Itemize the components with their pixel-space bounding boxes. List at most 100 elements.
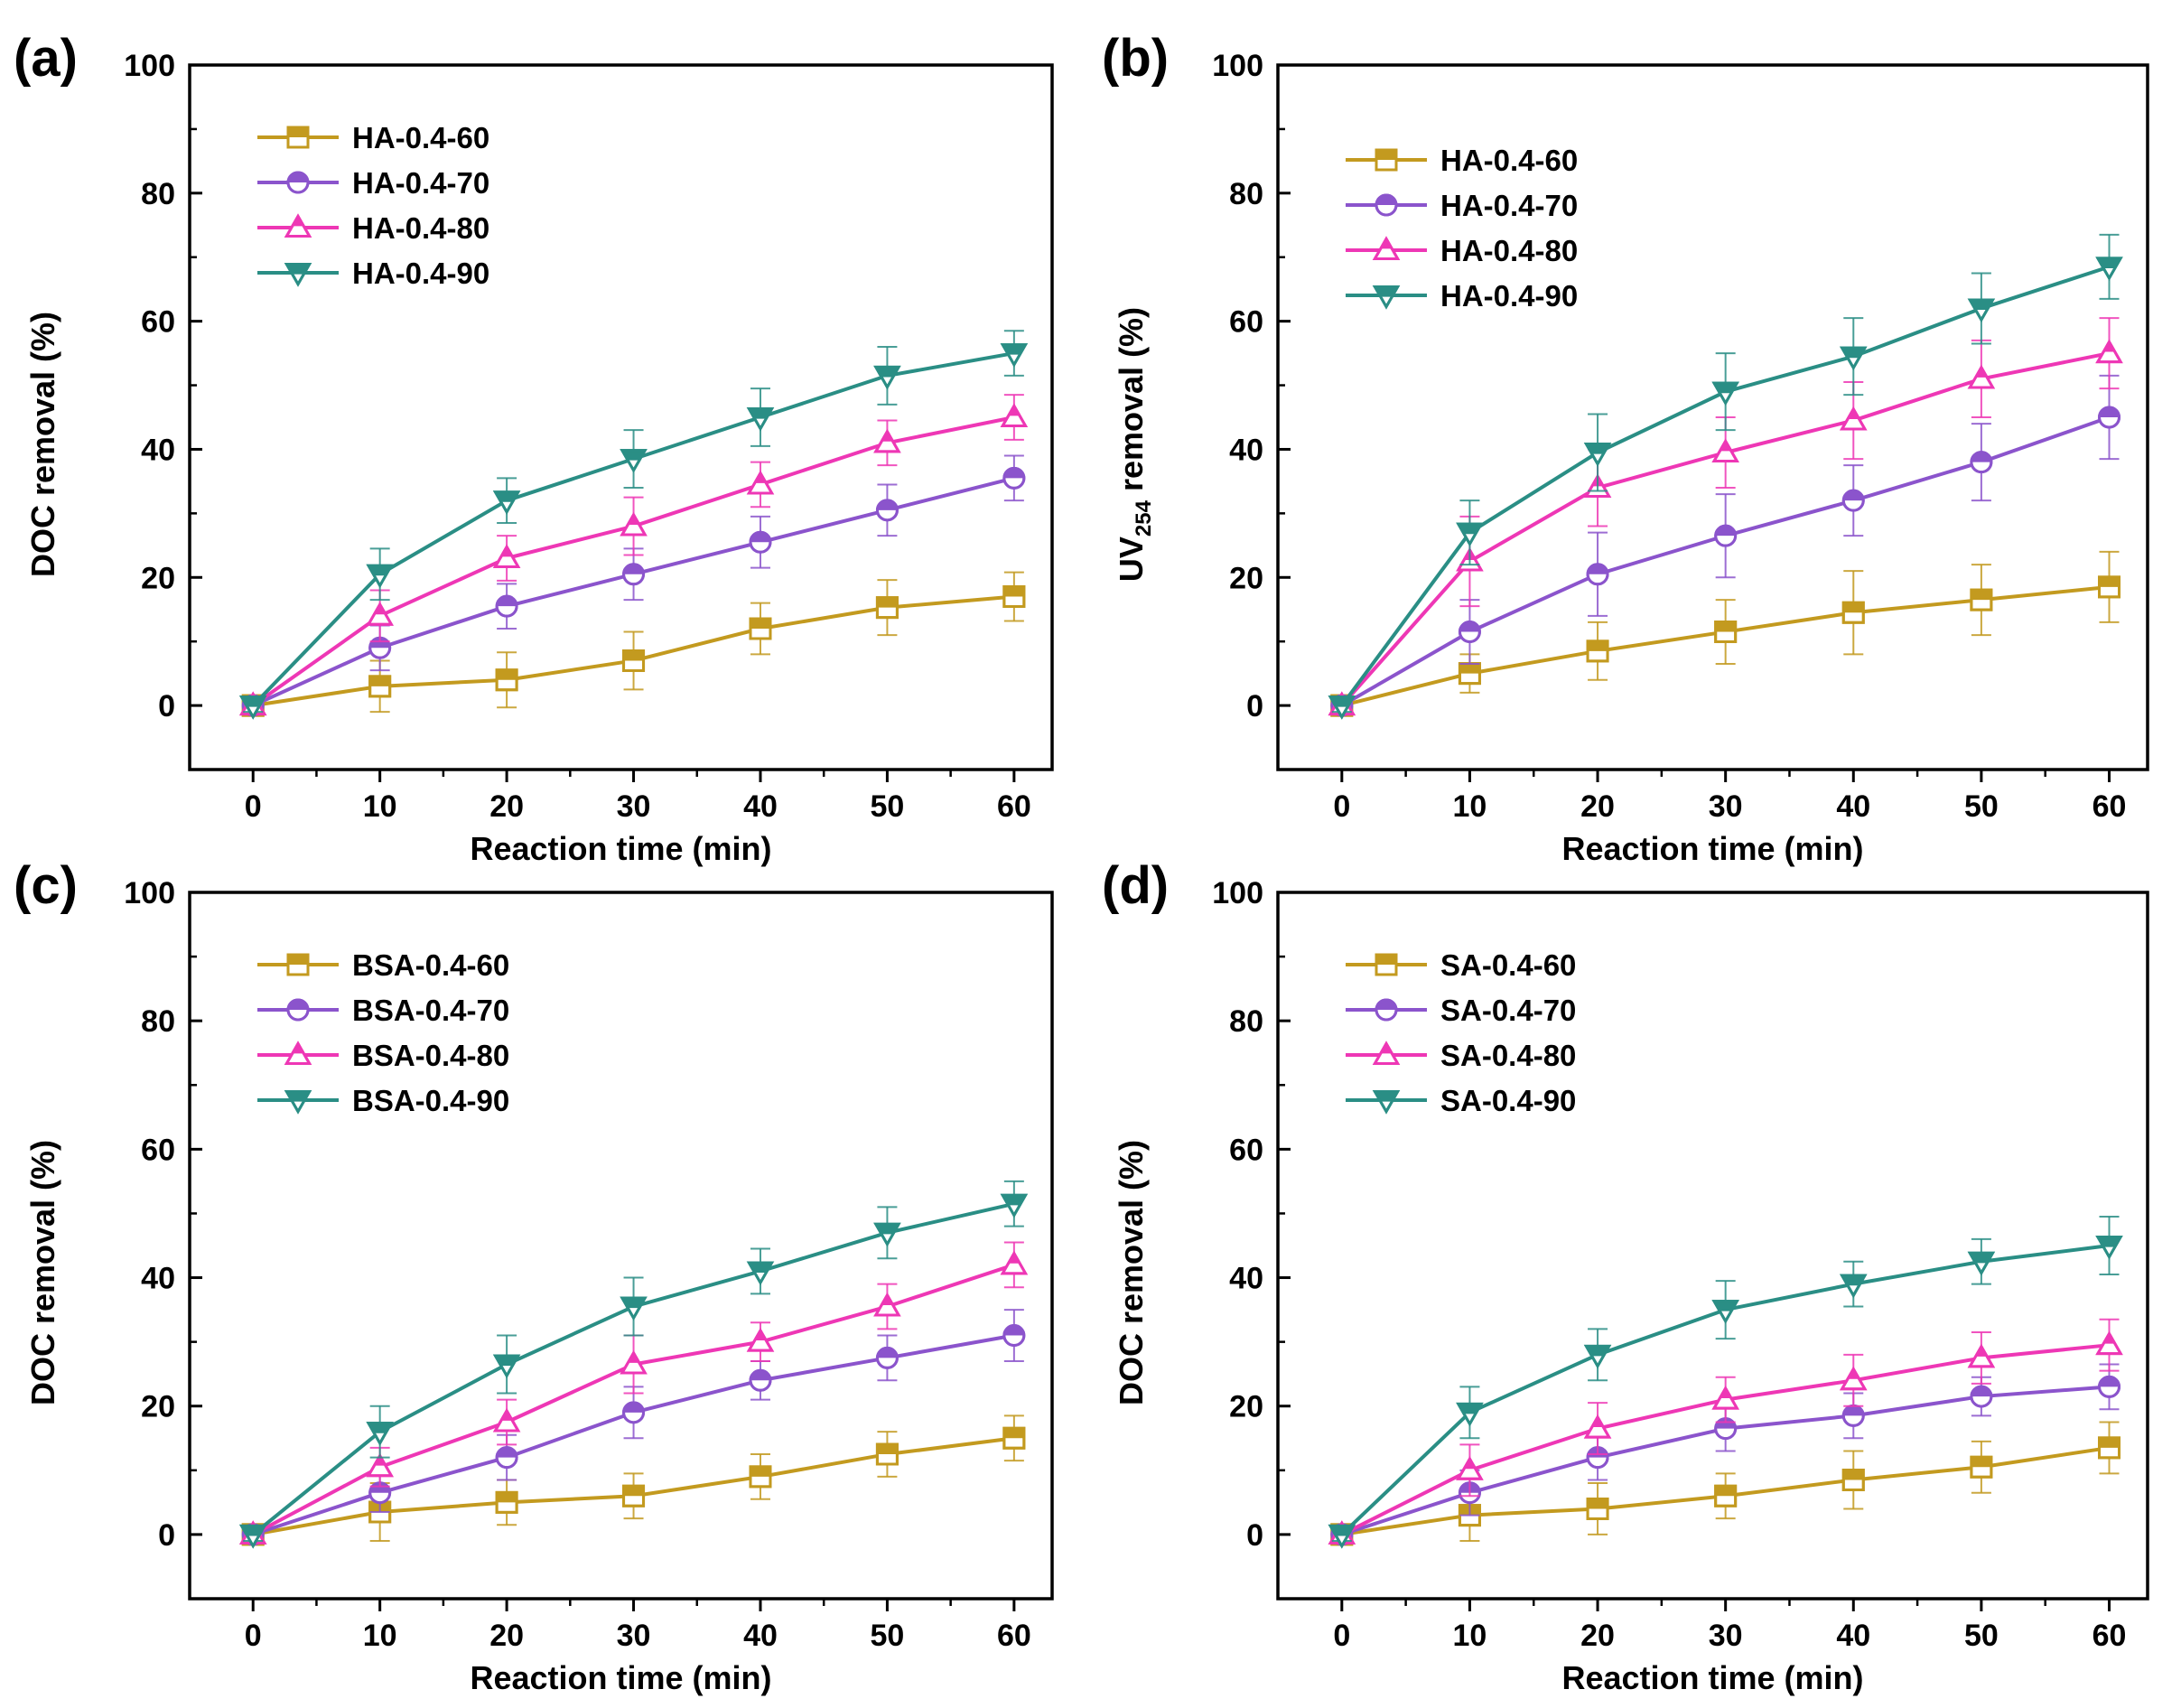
panel-d: (d) 0 20 40 60 80 100 0 10 20 30 40 50 60 Reaction tim…: [1102, 856, 2149, 1696]
panel-c-series-4: [238, 1180, 1029, 1549]
data-point-fill: [750, 619, 770, 629]
data-point-edge: [368, 675, 392, 698]
panel-c-ytick-label: 0: [158, 1518, 175, 1553]
data-point-edge: [1970, 588, 1993, 611]
data-point-edge: [492, 1354, 521, 1379]
panel-d-xtick-label: 30: [1709, 1619, 1743, 1653]
data-point: [1000, 403, 1029, 427]
panel-a-plot-frame: [188, 63, 1054, 771]
panel-b-xtick-label: 0: [1333, 789, 1350, 824]
data-point-edge: [2098, 575, 2121, 599]
data-point: [2098, 1436, 2121, 1460]
data-point-edge: [1000, 403, 1029, 427]
panel-c-xtick-label: 0: [245, 1619, 262, 1653]
data-point-edge: [1970, 1385, 1993, 1408]
data-point-edge: [1456, 1402, 1484, 1427]
data-point: [873, 1292, 901, 1317]
data-point: [368, 1481, 392, 1505]
legend-entry-label: SA-0.4-90: [1440, 1084, 1576, 1117]
data-point-edge: [622, 1484, 646, 1507]
data-point: [1841, 489, 1865, 512]
panel-a-series-1: [241, 571, 1026, 717]
data-point: [749, 1465, 772, 1489]
data-point: [1002, 585, 1026, 609]
data-point-edge: [2098, 1436, 2121, 1460]
legend-marker-edge: [1372, 236, 1401, 260]
legend-entry-label: HA-0.4-70: [352, 166, 489, 200]
data-point: [873, 428, 901, 453]
panel-d-ytick-label: 80: [1229, 1004, 1263, 1039]
data-point: [1841, 1468, 1865, 1491]
data-point-edge: [495, 668, 518, 692]
data-point: [1458, 662, 1481, 686]
panel-d-xtick-label: 50: [1964, 1619, 1999, 1653]
data-point: [875, 596, 899, 620]
data-point-edge: [1583, 473, 1612, 498]
panel-d-plot-frame: [1276, 891, 2149, 1601]
data-point-fill: [1588, 1498, 1608, 1509]
panel-d-letter: (d): [1102, 856, 1169, 915]
panel-a-xtick-label: 60: [997, 789, 1031, 824]
data-point: [366, 602, 394, 626]
data-point-edge: [1583, 1344, 1612, 1369]
legend-marker-fill: [288, 955, 308, 965]
data-point: [620, 449, 648, 473]
data-point-fill: [623, 650, 644, 661]
legend-entry-label: HA-0.4-60: [1440, 144, 1578, 177]
data-point: [1967, 298, 1996, 323]
data-point: [1711, 1300, 1739, 1324]
data-point: [1583, 1414, 1612, 1439]
data-point: [238, 1524, 267, 1549]
panel-d-y-axis-title: DOC removal (%): [1113, 1140, 1150, 1405]
legend-marker-fill: [1376, 150, 1396, 160]
panel-c-xtick-label: 60: [997, 1619, 1031, 1653]
panel-b-y-axis-title: UV254 removal (%): [1113, 307, 1156, 582]
panel-b-series-4: [1328, 233, 2123, 720]
data-point-edge: [1000, 343, 1029, 368]
data-point-edge: [1586, 639, 1609, 663]
data-point-edge: [1711, 1300, 1739, 1324]
data-point: [1458, 621, 1481, 644]
data-point: [495, 594, 518, 618]
data-point: [368, 675, 392, 698]
data-point: [1456, 522, 1484, 547]
panel-c-x-axis-title: Reaction time (min): [470, 1659, 771, 1696]
data-point-edge: [1586, 1497, 1609, 1520]
data-point-edge: [1840, 346, 1868, 371]
legend-marker-fill: [288, 127, 308, 137]
panel-c-xtick-label: 20: [489, 1619, 524, 1653]
legend-entry-label: HA-0.4-90: [1440, 279, 1578, 313]
data-point-edge: [492, 544, 521, 568]
panel-b-xtick-label: 10: [1453, 789, 1487, 824]
panel-d-xtick-label: 0: [1333, 1619, 1350, 1653]
legend-marker-edge: [286, 171, 310, 194]
panel-b-xtick-label: 60: [2092, 789, 2127, 824]
panel-c-ytick-label: 40: [141, 1262, 175, 1296]
data-point-edge: [1711, 381, 1739, 406]
legend-marker-edge: [1372, 285, 1401, 310]
data-point: [749, 617, 772, 640]
data-point-edge: [1840, 1366, 1868, 1391]
data-point: [746, 407, 775, 432]
data-point-edge: [875, 1442, 899, 1466]
data-point-fill: [1588, 640, 1608, 651]
panel-a-ytick-label: 20: [141, 561, 175, 595]
panel-a-ytick-label: 80: [141, 177, 175, 211]
legend-marker: [286, 126, 310, 149]
data-point-edge: [620, 449, 648, 473]
legend-entry-label: SA-0.4-60: [1440, 948, 1576, 982]
data-point-edge: [1840, 406, 1868, 431]
data-point: [1967, 1251, 1996, 1276]
data-point: [1840, 346, 1868, 371]
data-point-edge: [873, 428, 901, 453]
panel-a: (a) 0 20 40 60 80 100 0 10 20 30 40 50 60 Reaction tim…: [14, 29, 1054, 867]
data-point: [495, 668, 518, 692]
panel-a-xtick-label: 0: [245, 789, 262, 824]
panel-a-ytick-label: 0: [158, 689, 175, 723]
data-point: [620, 511, 648, 537]
data-point: [492, 544, 521, 568]
data-point: [1583, 1344, 1612, 1369]
data-point-edge: [1000, 1193, 1029, 1218]
data-point: [746, 470, 775, 495]
data-point-edge: [2095, 1330, 2123, 1356]
